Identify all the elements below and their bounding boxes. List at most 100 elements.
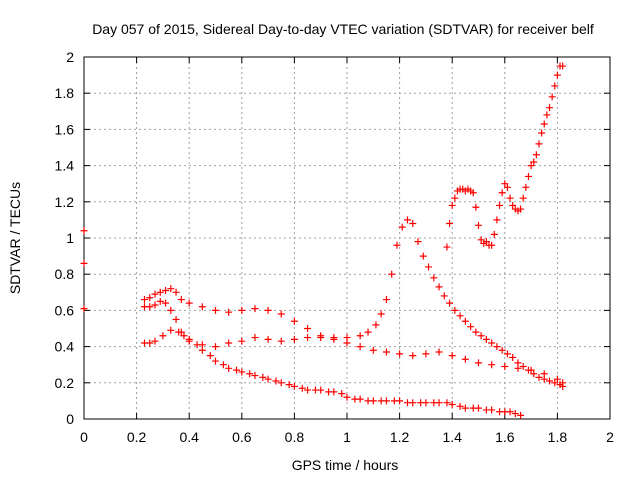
data-point <box>264 375 272 383</box>
data-point <box>488 241 496 249</box>
data-point <box>277 310 285 318</box>
data-point <box>506 194 514 202</box>
data-point <box>503 350 511 358</box>
data-point <box>382 348 390 356</box>
data-point <box>409 399 417 407</box>
data-point <box>511 410 519 418</box>
data-point <box>80 227 88 235</box>
data-point <box>246 370 254 378</box>
data-point <box>238 368 246 376</box>
data-point <box>219 361 227 369</box>
data-point <box>272 377 280 385</box>
data-point <box>198 303 206 311</box>
data-point <box>435 283 443 291</box>
data-point <box>448 201 456 209</box>
data-point <box>146 303 154 311</box>
x-tick-label: 1.2 <box>390 429 410 445</box>
y-tick-label: 0.2 <box>55 375 75 391</box>
data-point <box>177 296 185 304</box>
data-point <box>522 183 530 191</box>
data-point <box>430 274 438 282</box>
data-points <box>80 62 567 419</box>
data-point <box>382 397 390 405</box>
data-point <box>233 366 241 374</box>
x-tick-label: 0 <box>80 429 88 445</box>
data-point <box>524 172 532 180</box>
data-point <box>461 355 469 363</box>
data-point <box>343 339 351 347</box>
data-point <box>475 404 482 412</box>
data-point <box>330 388 338 396</box>
data-point <box>501 180 509 188</box>
x-tick-label: 2 <box>606 429 614 445</box>
data-point <box>496 201 504 209</box>
data-point <box>167 306 175 314</box>
data-point <box>167 326 175 334</box>
data-point <box>440 292 448 300</box>
data-point <box>446 220 454 228</box>
data-point <box>506 408 514 416</box>
data-point <box>540 120 548 128</box>
data-point <box>501 363 509 371</box>
y-tick-label: 0.6 <box>55 302 75 318</box>
data-point <box>193 341 201 349</box>
data-point <box>538 129 546 137</box>
data-point <box>514 364 522 372</box>
data-point <box>298 384 306 392</box>
data-point <box>356 395 364 403</box>
data-point <box>451 194 459 202</box>
data-point <box>80 259 88 267</box>
data-point <box>206 352 214 360</box>
data-point <box>251 305 259 313</box>
data-point <box>530 370 538 378</box>
data-point <box>425 263 433 271</box>
data-point <box>162 286 170 294</box>
axis-ticks: 0 0.2 0.4 0.6 0.8 1 1.2 1.4 1.6 1.8 2 0 0.2 0.4 0.6 0.8… <box>55 49 615 445</box>
data-point <box>277 337 285 345</box>
data-point <box>448 352 456 360</box>
data-point <box>317 386 325 394</box>
x-axis-label: GPS time / hours <box>292 457 399 473</box>
data-point <box>546 104 554 112</box>
y-tick-label: 1 <box>66 230 74 246</box>
data-point <box>146 294 154 302</box>
data-point <box>403 216 411 224</box>
data-point <box>156 288 164 296</box>
data-point <box>198 346 206 354</box>
data-point <box>264 335 272 343</box>
data-point <box>151 290 159 298</box>
data-point <box>285 381 293 389</box>
data-point <box>530 158 538 166</box>
data-point <box>482 335 490 343</box>
data-point <box>477 236 485 244</box>
data-point <box>167 285 175 293</box>
data-point <box>551 82 559 90</box>
data-point <box>414 238 422 246</box>
data-point <box>435 399 443 407</box>
data-point <box>369 346 377 354</box>
data-point <box>488 406 496 414</box>
data-point <box>482 238 490 246</box>
data-point <box>551 379 559 387</box>
y-tick-label: 1.8 <box>55 85 75 101</box>
data-point <box>277 379 285 387</box>
data-point <box>456 402 464 410</box>
data-point <box>435 348 443 356</box>
data-point <box>553 71 561 79</box>
data-point <box>488 339 496 347</box>
data-point <box>493 343 501 351</box>
x-tick-label: 0.8 <box>285 429 305 445</box>
data-point <box>259 373 267 381</box>
data-point <box>477 332 485 340</box>
data-point <box>225 364 233 372</box>
data-point <box>151 301 159 309</box>
data-point <box>238 337 246 345</box>
data-point <box>364 328 372 336</box>
data-point <box>527 162 535 170</box>
data-point <box>388 270 396 278</box>
chart-title: Day 057 of 2015, Sidereal Day-to-day VTE… <box>92 21 594 37</box>
data-point <box>338 390 346 398</box>
data-point <box>140 296 148 304</box>
data-point <box>472 328 480 336</box>
